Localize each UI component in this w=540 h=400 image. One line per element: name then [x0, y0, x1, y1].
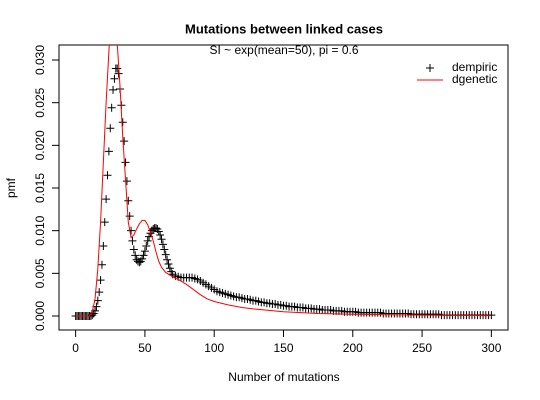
point: [102, 195, 111, 204]
point: [157, 235, 166, 244]
x-tick-label: 150: [273, 341, 293, 355]
point: [121, 158, 130, 167]
point: [120, 137, 129, 146]
point: [142, 242, 151, 251]
point: [161, 250, 170, 259]
point: [124, 196, 133, 205]
point: [107, 103, 116, 112]
x-tick-label: 200: [343, 341, 363, 355]
point: [109, 85, 118, 94]
point: [164, 259, 173, 268]
x-axis-label: Number of mutations: [228, 370, 339, 384]
y-axis-label: pmf: [4, 177, 18, 198]
point: [158, 240, 167, 249]
x-tick-label: 250: [412, 341, 432, 355]
y-tick-label: 0.015: [33, 173, 47, 203]
legend-symbol: [426, 64, 434, 72]
point: [97, 260, 106, 269]
point: [104, 147, 113, 156]
point: [100, 218, 109, 227]
point: [138, 254, 147, 263]
legend-label: dgenetic: [452, 72, 497, 86]
y-tick-label: 0.020: [33, 130, 47, 160]
point: [118, 118, 127, 127]
x-tick-label: 50: [138, 341, 152, 355]
point: [165, 264, 174, 273]
y-tick-label: 0.010: [33, 215, 47, 245]
point: [160, 245, 169, 254]
point: [122, 177, 131, 186]
point: [139, 251, 148, 260]
legend-label: dempiric: [452, 60, 497, 74]
y-tick-label: 0.005: [33, 258, 47, 288]
chart-title: Mutations between linked cases: [185, 21, 383, 36]
point: [140, 247, 149, 256]
x-tick-label: 300: [481, 341, 501, 355]
plot-area: [71, 45, 496, 321]
point: [103, 171, 112, 180]
point: [156, 230, 165, 239]
point: [110, 74, 119, 83]
x-tick-label: 0: [72, 341, 79, 355]
point: [143, 236, 152, 245]
point: [96, 276, 105, 285]
y-tick-label: 0.030: [33, 45, 47, 75]
chart-subtitle: SI ~ exp(mean=50), pi = 0.6: [209, 43, 358, 57]
point: [127, 226, 136, 235]
line: [75, 45, 492, 317]
point: [163, 255, 172, 264]
x-tick-label: 100: [204, 341, 224, 355]
point: [125, 212, 134, 221]
y-tick-label: 0.025: [33, 87, 47, 117]
point: [95, 288, 104, 297]
point: [106, 124, 115, 133]
point: [129, 245, 138, 254]
point: [131, 251, 140, 260]
point: [128, 236, 137, 245]
point: [99, 242, 108, 251]
point: [113, 64, 122, 73]
point: [154, 227, 163, 236]
y-tick-label: 0.000: [33, 301, 47, 331]
